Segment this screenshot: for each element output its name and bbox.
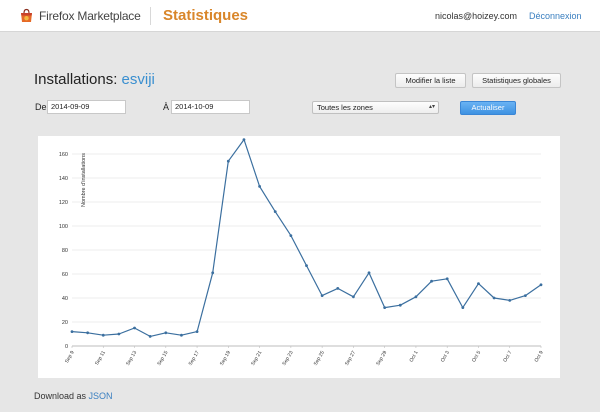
x-tick-label: Sep 29	[375, 350, 388, 367]
data-point	[492, 296, 496, 300]
brand-name[interactable]: Firefox Marketplace	[39, 9, 141, 23]
data-point	[117, 332, 121, 336]
refresh-button[interactable]: Actualiser	[460, 101, 516, 115]
x-tick-label: Oct 9	[534, 350, 545, 364]
y-tick-label: 0	[65, 344, 68, 350]
global-stats-button[interactable]: Statistiques globales	[472, 73, 561, 88]
data-point	[195, 330, 199, 333]
data-point	[508, 299, 512, 302]
y-tick-label: 80	[62, 248, 68, 254]
data-point	[180, 333, 183, 337]
header-divider	[150, 7, 151, 25]
app-name-link[interactable]: esviji	[121, 71, 155, 88]
x-tick-label: Sep 13	[125, 350, 138, 367]
data-point	[445, 277, 449, 281]
x-tick-label: Oct 1	[408, 350, 419, 364]
x-tick-label: Sep 23	[281, 350, 294, 367]
x-tick-label: Sep 19	[219, 350, 232, 367]
data-point	[133, 326, 136, 330]
chart-svg: 0 20 40 60 80 100 120 140 160 Nombre d'installati…	[59, 138, 545, 367]
select-arrows-icon: ▴▾	[428, 104, 435, 110]
data-point	[164, 331, 168, 335]
data-point	[539, 283, 543, 287]
x-tick-label: Oct 5	[471, 350, 482, 364]
data-point	[305, 264, 308, 267]
x-tick-label: Sep 17	[188, 350, 201, 367]
data-point	[70, 330, 74, 333]
x-tick-label: Sep 27	[344, 350, 357, 367]
user-email: nicolas@hoizey.com	[435, 11, 518, 21]
page-title-prefix: Installations:	[34, 71, 122, 88]
to-date-label: À	[163, 102, 170, 112]
data-point	[101, 333, 105, 337]
data-point	[523, 294, 527, 297]
data-point	[383, 306, 387, 309]
x-tick-label: Sep 25	[313, 350, 326, 367]
data-point	[352, 295, 355, 299]
y-tick-label: 140	[59, 176, 68, 182]
data-point	[211, 271, 215, 275]
x-tick-label: Oct 7	[502, 350, 513, 364]
data-point	[398, 303, 402, 307]
data-point	[320, 294, 324, 297]
x-tick-label: Oct 3	[440, 350, 451, 364]
y-tick-label: 120	[59, 200, 68, 206]
y-tick-label: 40	[62, 296, 68, 302]
firefox-marketplace-logo[interactable]	[19, 8, 34, 23]
data-point	[226, 159, 230, 163]
y-tick-label: 100	[59, 224, 68, 230]
download-prefix: Download as	[34, 391, 89, 401]
x-tick-label: Sep 11	[94, 350, 107, 367]
edit-list-button[interactable]: Modifier la liste	[395, 73, 466, 88]
zone-select[interactable]: Toutes les zones ▴▾	[312, 101, 439, 114]
page-section-title: Statistiques	[163, 7, 249, 24]
from-date-input[interactable]: 2014-09-09	[47, 100, 126, 114]
x-tick-label: Sep 15	[156, 350, 169, 367]
data-point	[148, 335, 152, 338]
y-tick-label: 20	[62, 320, 68, 326]
download-line: Download as JSON	[34, 391, 113, 401]
data-point	[86, 331, 90, 335]
y-tick-label: 60	[62, 272, 68, 278]
data-point	[414, 295, 418, 299]
data-point	[461, 306, 465, 309]
top-header: Firefox Marketplace Statistiques nicolas…	[0, 0, 600, 32]
x-tick-label: Sep 21	[250, 350, 263, 367]
data-point	[289, 234, 293, 237]
logout-link[interactable]: Déconnexion	[529, 11, 582, 21]
page-title: Installations: esviji	[34, 71, 155, 88]
zone-select-value: Toutes les zones	[317, 103, 373, 112]
data-point	[273, 210, 277, 213]
x-tick-label: Sep 9	[64, 350, 76, 365]
data-point	[430, 279, 433, 283]
json-download-link[interactable]: JSON	[88, 391, 113, 401]
from-date-label: De	[35, 102, 47, 112]
data-point	[477, 282, 480, 285]
installations-line	[71, 138, 542, 337]
data-point	[336, 287, 340, 290]
data-point	[258, 185, 261, 188]
data-point	[367, 271, 371, 275]
to-date-input[interactable]: 2014-10-09	[171, 100, 250, 114]
y-axis-title: Nombre d'installations	[81, 153, 87, 207]
y-tick-label: 160	[59, 152, 68, 158]
data-point	[242, 138, 246, 141]
installations-chart: 0 20 40 60 80 100 120 140 160 Nombre d'installati…	[38, 136, 560, 378]
